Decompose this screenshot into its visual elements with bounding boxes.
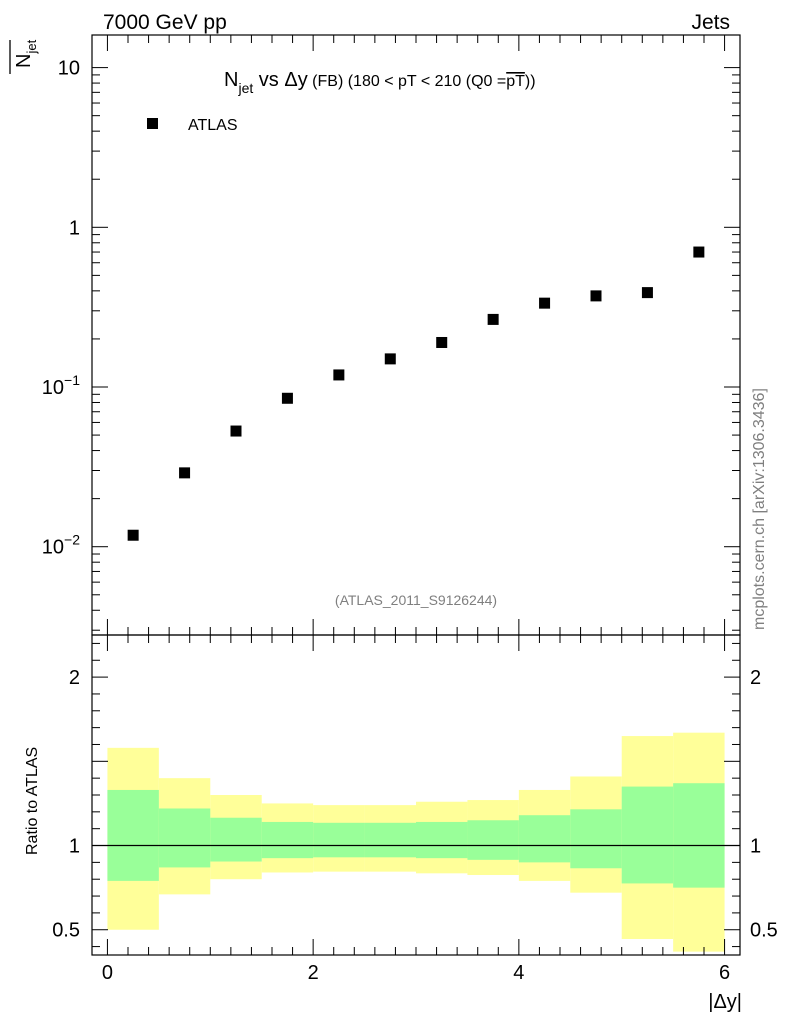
data-point	[230, 425, 242, 437]
main-y-tick-label: 10	[58, 58, 80, 80]
svg-text:Njet: Njet	[13, 39, 39, 68]
ratio-band-bin	[673, 783, 725, 888]
title-vs-dy: vs Δy	[253, 69, 307, 91]
data-point	[487, 313, 499, 325]
analysis-label: (ATLAS_2011_S9126244)	[335, 592, 497, 608]
ratio-band-bin	[467, 820, 519, 860]
energy-label: 7000 GeV pp	[103, 11, 227, 34]
title-n: N	[224, 69, 238, 91]
ratio-y-tick-label-left: 1	[69, 836, 80, 858]
ratio-y-axis-label: Ratio to ATLAS	[24, 747, 41, 855]
ratio-axis-ticks	[92, 635, 740, 955]
ratio-band-bin	[210, 817, 262, 862]
data-point	[384, 353, 396, 365]
x-tick-label: 0	[102, 962, 113, 984]
main-y-tick-label: 1	[69, 217, 80, 239]
ratio-band-bin	[518, 815, 571, 863]
ratio-x-tick-labels: 0 2 4 6	[102, 962, 730, 984]
main-y-axis-label: Njet	[9, 39, 39, 74]
ratio-band-bin	[621, 786, 674, 884]
ratio-band-bin	[364, 822, 416, 858]
ratio-band-bin	[107, 789, 159, 881]
ratio-y-tick-labels: 0.5 0.5 1 1 2 2	[52, 667, 778, 942]
y-label-jet-subscript: jet	[24, 39, 39, 54]
ratio-y-tick-label-right: 0.5	[750, 920, 778, 942]
title-end: ))	[525, 73, 536, 90]
data-point	[333, 369, 345, 381]
ratio-y-tick-label-left: 0.5	[52, 920, 80, 942]
main-axis-ticks	[92, 35, 740, 635]
legend-marker	[147, 118, 158, 129]
data-point	[281, 392, 293, 404]
ratio-band-bin	[158, 808, 211, 868]
plot-title: Njet vs Δy (FB) (180 < pT < 210 (Q0 =pT)…	[224, 69, 536, 96]
data-point	[436, 336, 448, 348]
data-point	[127, 529, 139, 541]
main-y-tick-label: 10−2	[42, 532, 80, 559]
x-tick-label: 4	[513, 962, 524, 984]
data-point	[539, 297, 551, 309]
atlas-data-points	[127, 246, 705, 541]
data-point	[179, 467, 191, 479]
data-point	[693, 246, 705, 258]
data-point	[590, 290, 602, 302]
ratio-band-bin	[313, 822, 365, 858]
x-axis-label: |Δy|	[708, 991, 742, 1013]
ratio-y-tick-label-right: 1	[750, 836, 761, 858]
watermark: mcplots.cern.ch [arXiv:1306.3436]	[751, 388, 768, 630]
y-label-n: N	[13, 54, 35, 68]
ratio-band-bin	[261, 821, 314, 859]
title-jet-subscript: jet	[237, 80, 253, 96]
title-cut: (FB) (180 < pT < 210 (Q0 =	[308, 73, 506, 90]
main-y-tick-label: 10−1	[42, 372, 80, 399]
legend-label: ATLAS	[188, 117, 238, 134]
data-point	[641, 287, 653, 299]
x-tick-label: 2	[308, 962, 319, 984]
ratio-y-tick-label-right: 2	[750, 667, 761, 689]
ratio-bands	[107, 732, 725, 952]
x-tick-label: 6	[719, 962, 730, 984]
ratio-y-tick-label-left: 2	[69, 667, 80, 689]
process-label: Jets	[691, 11, 730, 34]
ratio-band-bin	[570, 809, 622, 869]
ratio-band-bin	[416, 821, 468, 859]
main-y-tick-labels: 10 1 10−1 10−2	[42, 58, 80, 559]
title-overlined-pt: pT	[506, 73, 525, 90]
